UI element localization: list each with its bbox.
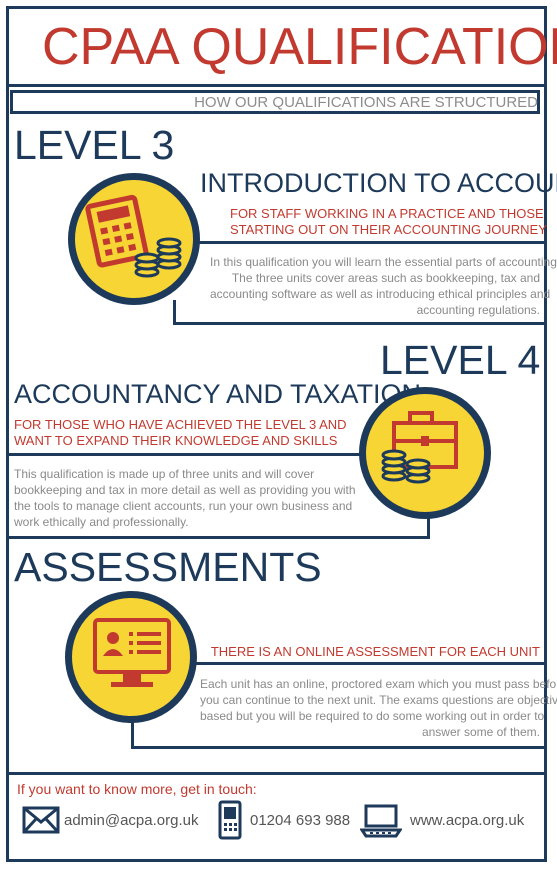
- level4-heading: ACCOUNTANCY AND TAXATION: [14, 379, 422, 409]
- assessments-bottom-line: [131, 746, 547, 749]
- level4-label: LEVEL 4: [380, 337, 541, 383]
- subtitle-box: [10, 90, 540, 114]
- level3-connector: [173, 300, 176, 324]
- assessments-subheading: THERE IS AN ONLINE ASSESSMENT FOR EACH U…: [210, 644, 540, 659]
- website-link[interactable]: www.acpa.org.uk: [410, 812, 525, 829]
- laptop-icon: [360, 804, 402, 838]
- level3-divider: [175, 241, 547, 244]
- calculator-icon: [85, 194, 149, 268]
- level3-description: In this qualification you will learn the…: [210, 255, 557, 317]
- poster-frame: [6, 6, 547, 862]
- title-divider: [6, 84, 547, 87]
- assessments-icon-circle: [65, 591, 197, 723]
- level4-connector: [427, 510, 430, 538]
- assessments-description: Each unit has an online, proctored exam …: [200, 677, 557, 739]
- contact-intro: If you want to know more, get in touch:: [17, 781, 257, 797]
- coins-icon: [134, 237, 182, 278]
- level4-description: This qualification is made up of three u…: [14, 467, 356, 529]
- envelope-icon: [22, 806, 60, 834]
- assessments-connector: [131, 720, 134, 748]
- email-link[interactable]: admin@acpa.org.uk: [64, 812, 199, 829]
- level3-heading: INTRODUCTION TO ACCOUNTING: [200, 168, 557, 198]
- level3-icon-circle: [68, 173, 200, 305]
- level4-subheading: FOR THOSE WHO HAVE ACHIEVED THE LEVEL 3 …: [14, 417, 347, 448]
- level3-subheading: FOR STAFF WORKING IN A PRACTICE AND THOS…: [230, 206, 547, 237]
- monitor-checklist-icon: [93, 618, 171, 687]
- page-title: CPAA QUALIFICATIONS: [42, 18, 557, 76]
- level4-bottom-line: [6, 536, 430, 539]
- phone-link[interactable]: 01204 693 988: [250, 812, 351, 829]
- level4-divider: [6, 453, 378, 456]
- contact-divider: [6, 772, 547, 775]
- coins-icon: [381, 449, 431, 484]
- assessments-label: ASSESSMENTS: [14, 544, 322, 590]
- level3-bottom-line: [173, 322, 547, 325]
- page-subtitle: HOW OUR QUALIFICATIONS ARE STRUCTURED: [194, 94, 538, 111]
- level4-icon-circle: [359, 387, 491, 519]
- assessments-divider: [175, 662, 547, 665]
- level3-label: LEVEL 3: [14, 122, 175, 168]
- mobile-phone-icon: [218, 800, 242, 840]
